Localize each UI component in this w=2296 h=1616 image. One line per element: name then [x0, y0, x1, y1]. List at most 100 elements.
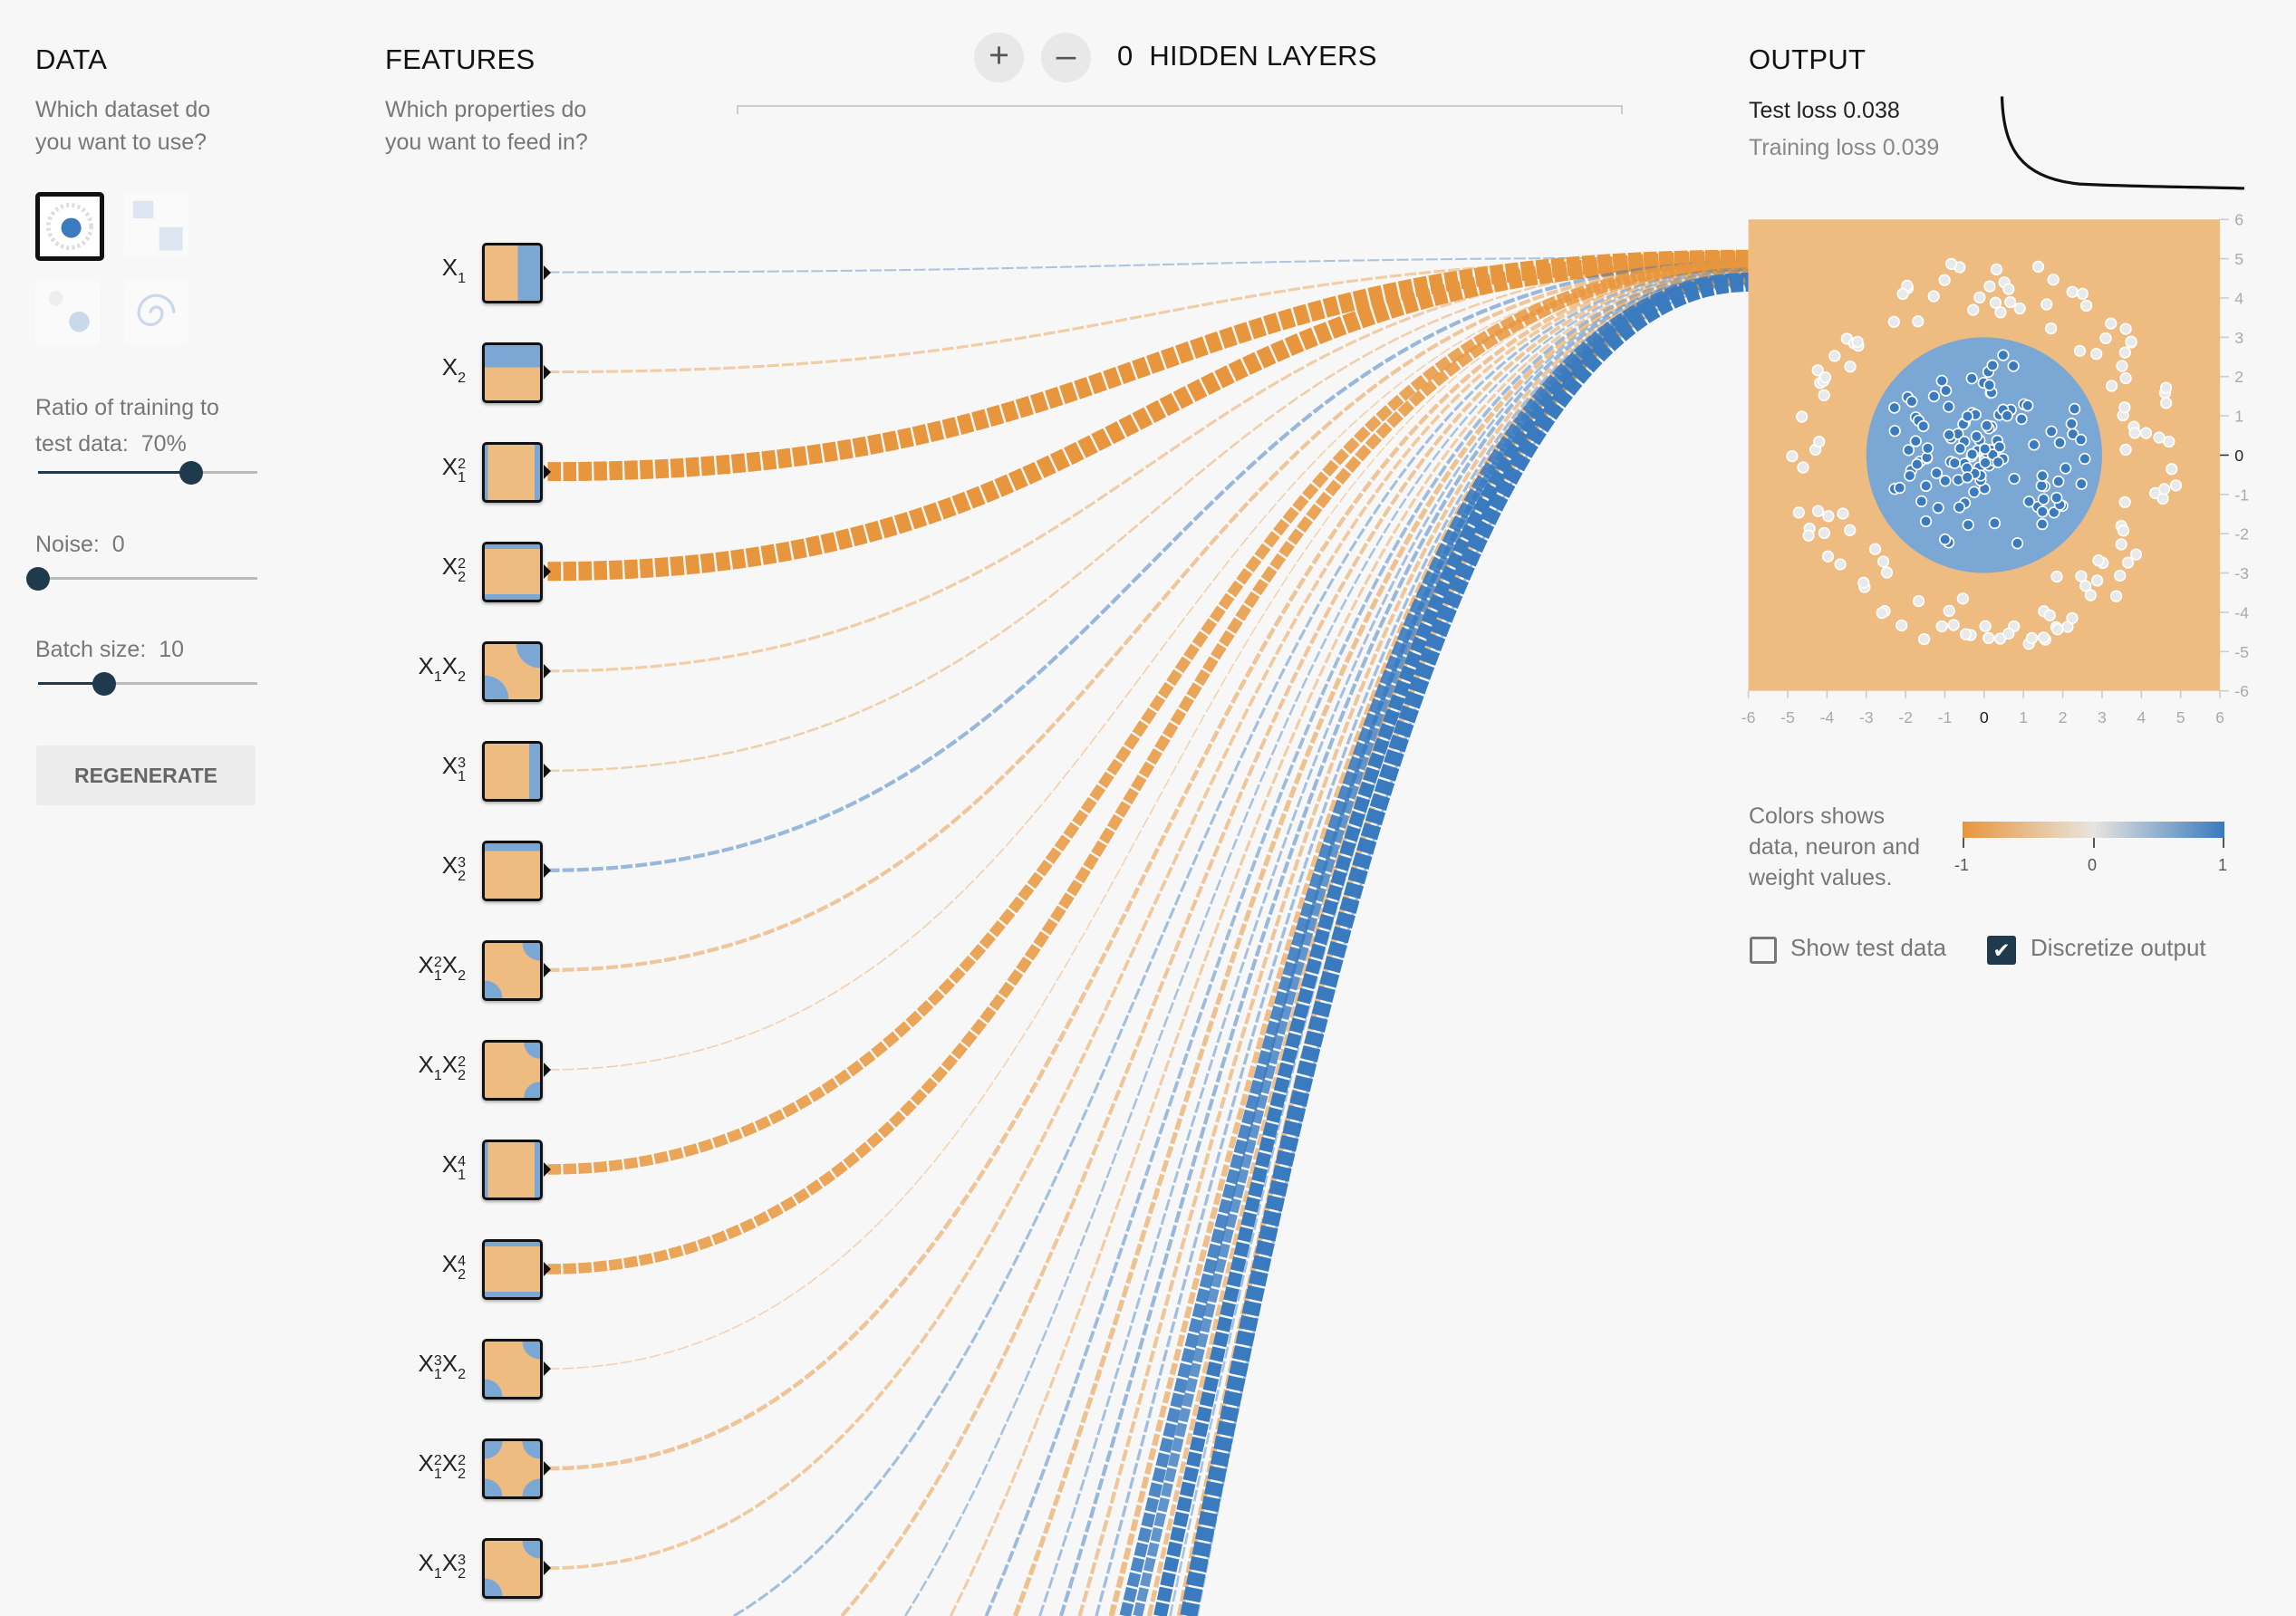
feature-node[interactable]	[482, 1339, 543, 1400]
remove-layer-button[interactable]: –	[1041, 33, 1091, 82]
weight-link[interactable]	[1180, 274, 1749, 1616]
add-layer-button[interactable]: +	[974, 33, 1024, 82]
weight-link[interactable]	[547, 259, 1749, 673]
weight-link[interactable]	[1169, 280, 1749, 1616]
feature-exponent	[458, 657, 466, 670]
slider-knob[interactable]	[92, 671, 116, 696]
feature-node[interactable]	[482, 1538, 543, 1600]
data-point	[1786, 449, 1799, 463]
data-point	[2099, 332, 2112, 345]
batch-slider[interactable]	[38, 671, 257, 696]
data-point	[1935, 374, 1948, 388]
slider-knob[interactable]	[26, 566, 50, 591]
feature-exponent	[458, 358, 466, 371]
feature-node[interactable]	[482, 939, 543, 1001]
weight-link[interactable]	[1013, 271, 1749, 1616]
data-point	[2079, 452, 2091, 466]
data-subtitle-line: you want to use?	[35, 130, 207, 155]
weight-link[interactable]	[903, 269, 1749, 1616]
feature-node[interactable]	[482, 541, 543, 602]
weight-link[interactable]	[547, 266, 1749, 1571]
data-point	[1970, 430, 1982, 443]
feature-variable: X	[418, 950, 434, 978]
weight-link[interactable]	[1058, 273, 1749, 1616]
feature-node[interactable]	[482, 1438, 543, 1500]
legend-max: 1	[2218, 856, 2228, 874]
data-point	[2075, 570, 2088, 582]
weight-link[interactable]	[547, 265, 1749, 1471]
weight-link[interactable]	[733, 267, 1749, 1616]
data-point	[1965, 447, 1979, 461]
weight-link[interactable]	[1038, 273, 1749, 1616]
noise-label-text: Noise:	[35, 532, 100, 557]
dataset-circle[interactable]	[35, 192, 104, 261]
data-point	[1979, 620, 1992, 632]
feature-node[interactable]	[482, 1239, 543, 1301]
feature-node[interactable]	[482, 1140, 543, 1201]
data-point	[2004, 295, 2017, 309]
feature-node[interactable]	[482, 840, 543, 901]
weight-link[interactable]	[1195, 282, 1749, 1616]
feature-subscript: 1	[458, 768, 466, 784]
ratio-slider[interactable]	[38, 460, 257, 485]
data-point	[2084, 589, 2097, 601]
weight-link[interactable]	[1146, 277, 1749, 1616]
weight-link[interactable]	[547, 260, 1749, 872]
data-point	[2021, 399, 2034, 412]
discretize-checkbox[interactable]: ✔	[1987, 936, 2016, 965]
feature-node[interactable]	[482, 1040, 543, 1101]
data-point	[2117, 524, 2130, 537]
data-point	[2160, 397, 2173, 409]
feature-node[interactable]	[482, 640, 543, 702]
x-tick-label: -5	[1780, 708, 1795, 726]
weight-link[interactable]	[547, 260, 1749, 1275]
data-point	[1948, 457, 1961, 469]
dataset-spiral[interactable]	[124, 281, 188, 345]
weight-link[interactable]	[547, 261, 1749, 972]
data-point	[1993, 440, 2006, 454]
weight-link[interactable]	[547, 256, 1749, 274]
feature-node[interactable]	[482, 740, 543, 802]
weight-link[interactable]	[1077, 274, 1749, 1616]
weight-link[interactable]	[840, 267, 1749, 1616]
regenerate-button[interactable]: REGENERATE	[36, 745, 256, 805]
data-point	[1880, 566, 1894, 579]
weight-link[interactable]	[547, 250, 1749, 582]
feature-node[interactable]	[482, 441, 543, 503]
weight-link[interactable]	[547, 265, 1749, 1370]
dataset-xor[interactable]	[124, 192, 188, 256]
weight-link[interactable]	[949, 270, 1749, 1616]
show-test-data-checkbox[interactable]	[1750, 937, 1777, 964]
data-point	[2073, 344, 2087, 357]
feature-node[interactable]	[482, 341, 543, 403]
slider-knob[interactable]	[179, 460, 204, 485]
weight-link[interactable]	[547, 263, 1749, 1071]
feature-node[interactable]	[482, 242, 543, 303]
data-point	[2048, 506, 2060, 519]
discretize-label[interactable]: Discretize output	[2031, 934, 2206, 961]
data-point	[2115, 538, 2127, 551]
data-point	[2119, 322, 2132, 335]
check-icon: ✔	[1992, 938, 2011, 962]
feature-arrow-icon	[544, 464, 551, 479]
data-point	[2052, 475, 2065, 488]
weight-link[interactable]	[547, 259, 1749, 1175]
weight-link[interactable]	[547, 260, 1749, 773]
dataset-gaussian[interactable]	[35, 281, 100, 345]
feature-variable: X	[441, 651, 458, 679]
show-test-data-label[interactable]: Show test data	[1790, 934, 1946, 961]
noise-slider[interactable]	[26, 566, 257, 591]
y-tick-label: 4	[2234, 289, 2243, 307]
feature-exponent: 2	[458, 1054, 466, 1071]
feature-subscript: 1	[458, 469, 466, 486]
weight-link[interactable]	[984, 270, 1749, 1616]
features-subtitle-line: Which properties do	[385, 97, 587, 122]
data-point	[1792, 506, 1805, 519]
weight-link[interactable]	[1133, 274, 1749, 1616]
